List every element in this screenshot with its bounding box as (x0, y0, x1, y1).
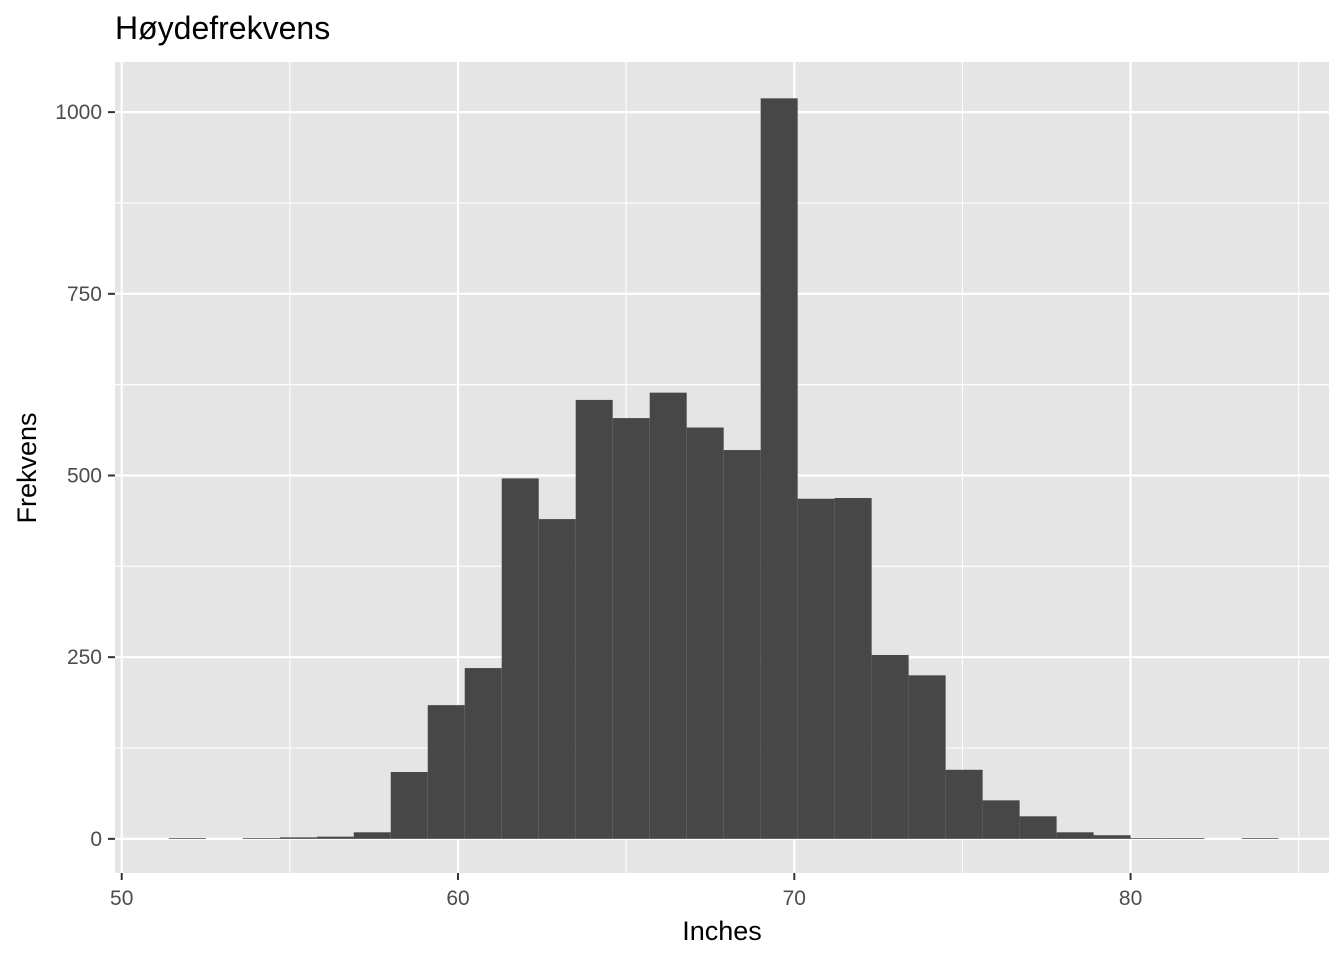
y-axis: 0 250 500 750 1000 (55, 101, 115, 851)
chart-title: Høydefrekvens (115, 10, 330, 46)
histogram-bar (797, 498, 835, 839)
x-axis: 50 60 70 80 (110, 873, 1142, 910)
y-tick-label: 0 (90, 828, 102, 851)
histogram-bar (390, 771, 428, 839)
y-tick-label: 1000 (55, 101, 102, 124)
y-tick-label: 750 (67, 283, 102, 306)
histogram-bars (168, 98, 1279, 839)
x-axis-title: Inches (682, 916, 762, 946)
histogram-bar (1019, 816, 1057, 839)
histogram-bar (686, 427, 724, 839)
x-tick-label: 80 (1119, 887, 1142, 910)
histogram-bar (834, 498, 872, 839)
histogram-bar (871, 654, 909, 839)
histogram-bar (242, 838, 280, 839)
histogram-bar (760, 98, 798, 839)
histogram-bar (538, 519, 576, 839)
histogram-bar (1241, 838, 1279, 839)
histogram-bar (612, 418, 650, 839)
histogram-bar (501, 478, 539, 839)
histogram-bar (908, 675, 946, 839)
histogram-bar (575, 399, 613, 839)
histogram-bar (723, 450, 761, 839)
histogram-bar (168, 838, 206, 839)
x-tick-label: 70 (783, 887, 806, 910)
histogram-bar (353, 832, 391, 839)
histogram-bar (649, 392, 687, 839)
histogram-bar (1093, 835, 1131, 839)
histogram-bar (1130, 838, 1168, 839)
x-tick-label: 60 (446, 887, 469, 910)
histogram-bar (1056, 832, 1094, 839)
histogram-bar (1167, 838, 1205, 839)
histogram-bar (279, 837, 317, 839)
x-tick-label: 50 (110, 887, 133, 910)
histogram-bar (464, 668, 502, 839)
histogram-bar (316, 836, 354, 839)
y-tick-label: 250 (67, 646, 102, 669)
histogram-bar (427, 705, 465, 839)
y-axis-title: Frekvens (12, 412, 42, 523)
y-tick-label: 500 (67, 464, 102, 487)
histogram-bar (982, 800, 1020, 839)
histogram-bar (945, 769, 983, 839)
minor-gridlines (115, 62, 1329, 873)
